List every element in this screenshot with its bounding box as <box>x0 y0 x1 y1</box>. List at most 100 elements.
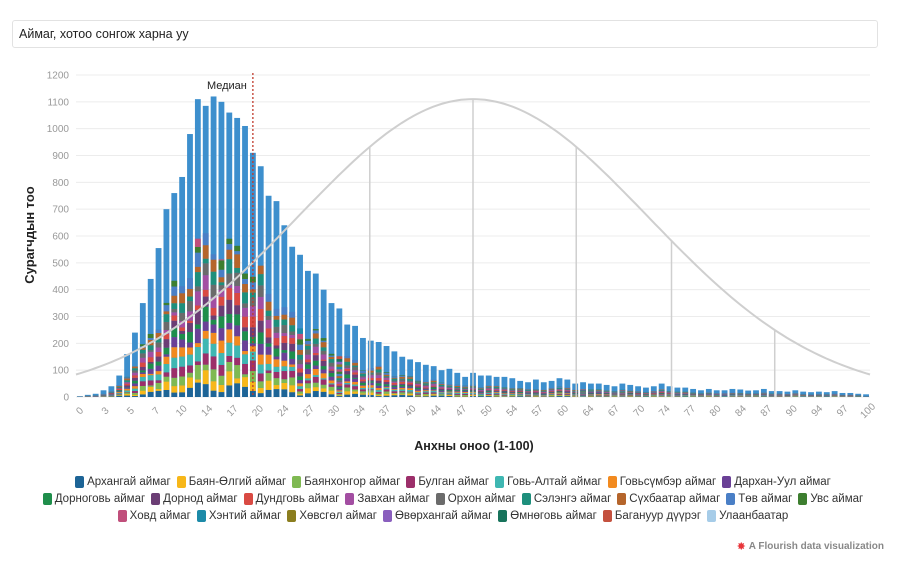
bar-segment <box>399 389 406 392</box>
bar-segment <box>517 389 524 391</box>
legend-item[interactable]: Булган аймаг <box>406 475 489 489</box>
bar-segment <box>187 377 193 388</box>
bar-segment <box>210 297 217 308</box>
bar-segment <box>391 387 398 389</box>
bar-segment <box>540 394 547 395</box>
region-select[interactable]: Аймаг, хотоо сонгож харна уу <box>12 20 878 48</box>
legend-item[interactable]: Дархан-Уул аймаг <box>722 475 831 489</box>
bar-segment <box>367 392 374 396</box>
bar-segment <box>257 373 264 382</box>
bar-segment <box>422 383 429 385</box>
bar <box>556 378 563 397</box>
legend-item[interactable]: Баянхонгор аймаг <box>292 475 400 489</box>
legend-item[interactable]: Баян-Өлгий аймаг <box>176 475 286 489</box>
bar-segment <box>210 254 217 260</box>
bar-segment <box>391 385 398 388</box>
bar-segment <box>328 356 335 360</box>
bar-segment <box>493 395 500 397</box>
bar-segment <box>422 386 429 388</box>
bar-segment <box>163 305 170 312</box>
bar-segment <box>415 393 421 395</box>
bar-segment <box>375 383 382 386</box>
y-tick-label: 200 <box>52 339 69 350</box>
legend-item[interactable]: Орхон аймаг <box>435 492 516 506</box>
bar-segment <box>234 383 241 397</box>
bar-segment <box>485 393 492 395</box>
bar-segment <box>352 359 358 363</box>
bar-total <box>509 378 516 397</box>
legend-item[interactable]: Хэнтий аймаг <box>196 509 281 523</box>
bar-segment <box>501 394 508 395</box>
bar-segment <box>336 376 343 379</box>
bar-segment <box>430 383 437 385</box>
bar-segment <box>391 395 398 397</box>
bar-segment <box>242 273 248 279</box>
legend-item[interactable]: Сэлэнгэ аймаг <box>521 492 611 506</box>
bar-segment <box>658 390 665 391</box>
bar-segment <box>556 394 563 395</box>
legend-item[interactable]: Увс аймаг <box>798 492 863 506</box>
legend-item[interactable]: Завхан аймаг <box>345 492 430 506</box>
bar-segment <box>344 374 351 379</box>
bar-segment <box>155 380 162 383</box>
bar-segment <box>336 366 343 370</box>
legend-item[interactable]: Өмнөговь аймаг <box>498 509 597 523</box>
bar-segment <box>281 319 288 326</box>
bar-segment <box>619 391 626 393</box>
bar <box>187 134 193 398</box>
bar-segment <box>367 389 374 391</box>
bar-segment <box>415 392 421 394</box>
bar-segment <box>281 325 288 334</box>
bar-segment <box>273 378 280 386</box>
bar-segment <box>218 305 225 317</box>
bar-segment <box>446 391 453 393</box>
bar-segment <box>179 356 186 367</box>
bar <box>643 387 649 397</box>
bar-segment <box>454 387 461 388</box>
bar-segment <box>360 391 366 394</box>
bar-segment <box>132 370 138 373</box>
bar-segment <box>422 390 429 392</box>
bar-segment <box>139 357 146 363</box>
bar-segment <box>650 391 657 393</box>
legend-item[interactable]: Хөвсгөл аймаг <box>287 509 377 523</box>
legend-item[interactable]: Дорноговь аймаг <box>42 492 145 506</box>
legend-item[interactable]: Сүхбаатар аймаг <box>617 492 720 506</box>
bar-segment <box>352 374 358 378</box>
bar <box>611 386 618 397</box>
legend-item[interactable]: Дорнод аймаг <box>151 492 238 506</box>
bar-segment <box>477 396 484 397</box>
legend-item[interactable]: Улаанбаатар <box>707 509 788 523</box>
bar-segment <box>297 368 303 373</box>
legend-item[interactable]: Говьсүмбэр аймаг <box>607 475 716 489</box>
bar-segment <box>360 389 366 392</box>
bar-segment <box>305 345 311 350</box>
legend-item[interactable]: Төв аймаг <box>726 492 792 506</box>
legend-item[interactable]: Ховд аймаг <box>117 509 191 523</box>
legend-item[interactable]: Өвөрхангай аймаг <box>382 509 492 523</box>
bar <box>658 383 665 397</box>
legend-swatch <box>42 493 52 505</box>
legend: Архангай аймаг Баян-Өлгий аймаг Баянхонгор… <box>28 475 878 523</box>
bar-segment <box>446 390 453 392</box>
bar-segment <box>517 393 524 394</box>
legend-item[interactable]: Архангай аймаг <box>75 475 171 489</box>
bar-segment <box>281 371 288 380</box>
bar-segment <box>116 395 123 396</box>
bar-segment <box>226 288 233 300</box>
bar-segment <box>289 334 296 338</box>
bar-segment <box>226 361 233 372</box>
bar-segment <box>155 390 162 397</box>
bar-segment <box>611 394 618 395</box>
bar-segment <box>132 394 138 397</box>
legend-item[interactable]: Говь-Алтай аймаг <box>495 475 602 489</box>
bar <box>855 393 862 397</box>
legend-item[interactable]: Багануур дүүрэг <box>602 509 701 523</box>
flourish-credit[interactable]: ✸ A Flourish data visualization <box>737 540 884 553</box>
bar-segment <box>336 361 343 365</box>
bar-segment <box>383 391 390 394</box>
bar-segment <box>375 366 382 370</box>
bar-segment <box>289 343 296 352</box>
bar-segment <box>218 296 225 306</box>
legend-item[interactable]: Дундговь аймаг <box>243 492 339 506</box>
